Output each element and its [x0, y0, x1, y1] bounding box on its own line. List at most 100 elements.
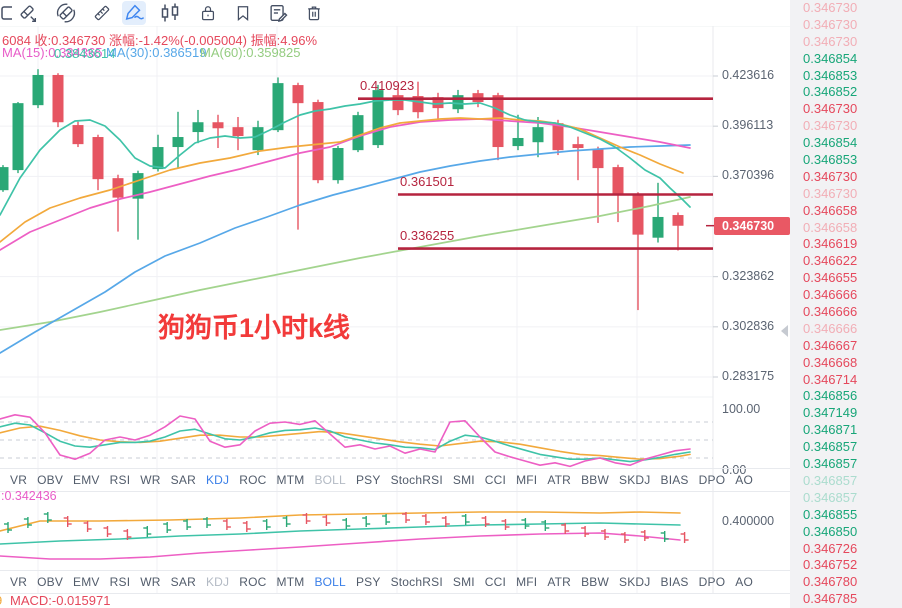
tab-atr[interactable]: ATR — [547, 575, 572, 589]
tab-bbw[interactable]: BBW — [581, 575, 609, 589]
ticker-price-row: 0.346730 — [803, 168, 858, 184]
candle-body — [192, 122, 204, 133]
ticker-price-row: 0.346854 — [803, 135, 858, 151]
ticker-price-row: 0.346668 — [803, 354, 858, 370]
trash-icon[interactable] — [302, 1, 326, 25]
ticker-price-row: 0.346854 — [803, 50, 858, 66]
ticker-price-row: 0.346852 — [803, 84, 858, 100]
tab-kdj[interactable]: KDJ — [205, 473, 230, 487]
tab-rsi[interactable]: RSI — [109, 473, 131, 487]
draw-wave-icon[interactable] — [122, 1, 146, 25]
tab-kdj[interactable]: KDJ — [205, 575, 230, 589]
ruler-icon[interactable] — [90, 1, 114, 25]
kdj-line-k — [0, 422, 691, 463]
price-axis-label: 0.283175 — [722, 369, 775, 383]
candle-body — [252, 127, 264, 151]
tab-bbw[interactable]: BBW — [581, 473, 609, 487]
eraser-arrow-icon[interactable] — [16, 1, 40, 25]
kdj-line-d — [0, 425, 691, 461]
tab-bias[interactable]: BIAS — [660, 473, 689, 487]
ma15-label: MA(15):0.384365 — [2, 45, 103, 60]
tab-bias[interactable]: BIAS — [660, 575, 689, 589]
tab-dpo[interactable]: DPO — [698, 575, 726, 589]
kdj-line-j — [0, 413, 691, 468]
tab-roc[interactable]: ROC — [239, 575, 267, 589]
tab-psy[interactable]: PSY — [355, 575, 381, 589]
tab-mtm[interactable]: MTM — [276, 473, 305, 487]
chart-canvas[interactable] — [0, 0, 790, 608]
tab-sar[interactable]: SAR — [170, 575, 196, 589]
tab-emv[interactable]: EMV — [73, 473, 100, 487]
tab-obv[interactable]: OBV — [37, 575, 64, 589]
indicator-tabs-row-1: VR OBV EMV RSI WR SAR KDJ ROC MTM BOLL PSY StochRSI… — [0, 468, 790, 492]
tab-boll[interactable]: BOLL — [314, 473, 346, 487]
price-axis-label: 0.370396 — [722, 168, 775, 183]
tab-smi[interactable]: SMI — [452, 473, 475, 487]
tab-stochrsi[interactable]: StochRSI — [390, 473, 443, 487]
macd-prefix-fragment: 9 — [0, 593, 2, 608]
collapse-ticker-icon[interactable] — [781, 325, 788, 337]
candlestick-icon[interactable] — [158, 1, 182, 25]
ticker-price-row: 0.346857 — [803, 472, 858, 488]
ticker-price-row: 0.346857 — [803, 489, 858, 505]
ticker-price-row: 0.346730 — [803, 0, 858, 15]
tab-skdj[interactable]: SKDJ — [619, 473, 651, 487]
candle-body — [292, 85, 304, 104]
tab-roc[interactable]: ROC — [239, 473, 267, 487]
indicator-axis-label: 0.400000 — [722, 514, 775, 528]
ticker-price-row: 0.346853 — [803, 152, 858, 168]
tab-wr[interactable]: WR — [140, 575, 161, 589]
boll-lower-band — [0, 532, 681, 560]
candle-body — [412, 96, 424, 113]
tab-dpo[interactable]: DPO — [698, 473, 726, 487]
candle-body — [212, 122, 224, 129]
candle-body — [0, 167, 9, 191]
ticker-price-row: 0.346752 — [803, 557, 858, 573]
macd-value: MACD:-0.015971 — [10, 593, 111, 608]
candle-body — [312, 102, 324, 181]
tab-rsi[interactable]: RSI — [109, 575, 131, 589]
tab-smi[interactable]: SMI — [452, 575, 475, 589]
tab-atr[interactable]: ATR — [547, 473, 572, 487]
tab-emv[interactable]: EMV — [73, 575, 100, 589]
tab-obv[interactable]: OBV — [37, 473, 64, 487]
ticker-price-row: 0.346658 — [803, 219, 858, 235]
tab-cci[interactable]: CCI — [484, 575, 507, 589]
level-label: 0.410923 — [360, 77, 415, 93]
candle-body — [372, 90, 384, 146]
ticker-price-row: 0.346667 — [803, 337, 858, 353]
candle-body — [592, 149, 604, 169]
bookmark-icon[interactable] — [231, 1, 255, 25]
ticker-price-row: 0.346666 — [803, 287, 858, 303]
candle-body — [512, 137, 524, 147]
tab-wr[interactable]: WR — [140, 473, 161, 487]
tab-mfi[interactable]: MFI — [516, 473, 538, 487]
tab-mtm[interactable]: MTM — [276, 575, 305, 589]
note-edit-icon[interactable] — [266, 1, 290, 25]
ticker-price-row: 0.346853 — [803, 67, 858, 83]
candle-body — [612, 167, 624, 195]
candle-body — [12, 103, 24, 171]
tab-ao[interactable]: AO — [735, 473, 753, 487]
eraser-circle-icon[interactable] — [54, 1, 78, 25]
tab-ao[interactable]: AO — [735, 575, 753, 589]
tab-psy[interactable]: PSY — [355, 473, 381, 487]
tab-mfi[interactable]: MFI — [516, 575, 538, 589]
boll-upper-band — [0, 511, 681, 532]
lock-icon[interactable] — [196, 1, 220, 25]
indicator-axis-label: 100.00 — [722, 402, 761, 416]
tab-stochrsi[interactable]: StochRSI — [390, 575, 443, 589]
tab-vr[interactable]: VR — [10, 473, 28, 487]
ticker-price-row: 0.346714 — [803, 371, 858, 387]
tab-vr[interactable]: VR — [10, 575, 28, 589]
level-label: 0.361501 — [400, 173, 455, 189]
tab-boll[interactable]: BOLL — [314, 575, 346, 589]
ticker-price-row: 0.346658 — [803, 202, 858, 218]
price-axis-label: 0.302836 — [722, 318, 775, 333]
tab-cci[interactable]: CCI — [484, 473, 507, 487]
ticker-price-row: 0.346785 — [803, 591, 858, 607]
tab-sar[interactable]: SAR — [170, 473, 196, 487]
partial-icon[interactable] — [0, 1, 12, 25]
tab-skdj[interactable]: SKDJ — [619, 575, 651, 589]
